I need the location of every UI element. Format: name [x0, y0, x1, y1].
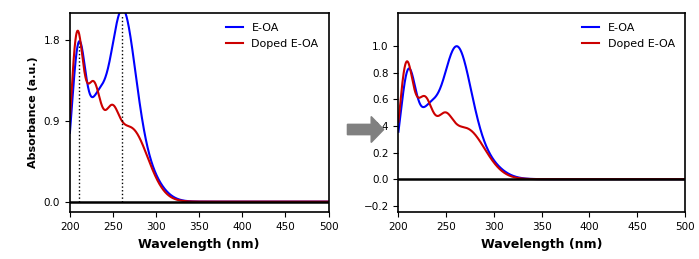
Y-axis label: Absorbance (a.u.): Absorbance (a.u.) [28, 57, 38, 168]
Legend: E-OA, Doped E-OA: E-OA, Doped E-OA [578, 18, 679, 53]
Legend: E-OA, Doped E-OA: E-OA, Doped E-OA [222, 18, 323, 53]
X-axis label: Wavelength (nm): Wavelength (nm) [481, 238, 603, 251]
X-axis label: Wavelength (nm): Wavelength (nm) [138, 238, 260, 251]
